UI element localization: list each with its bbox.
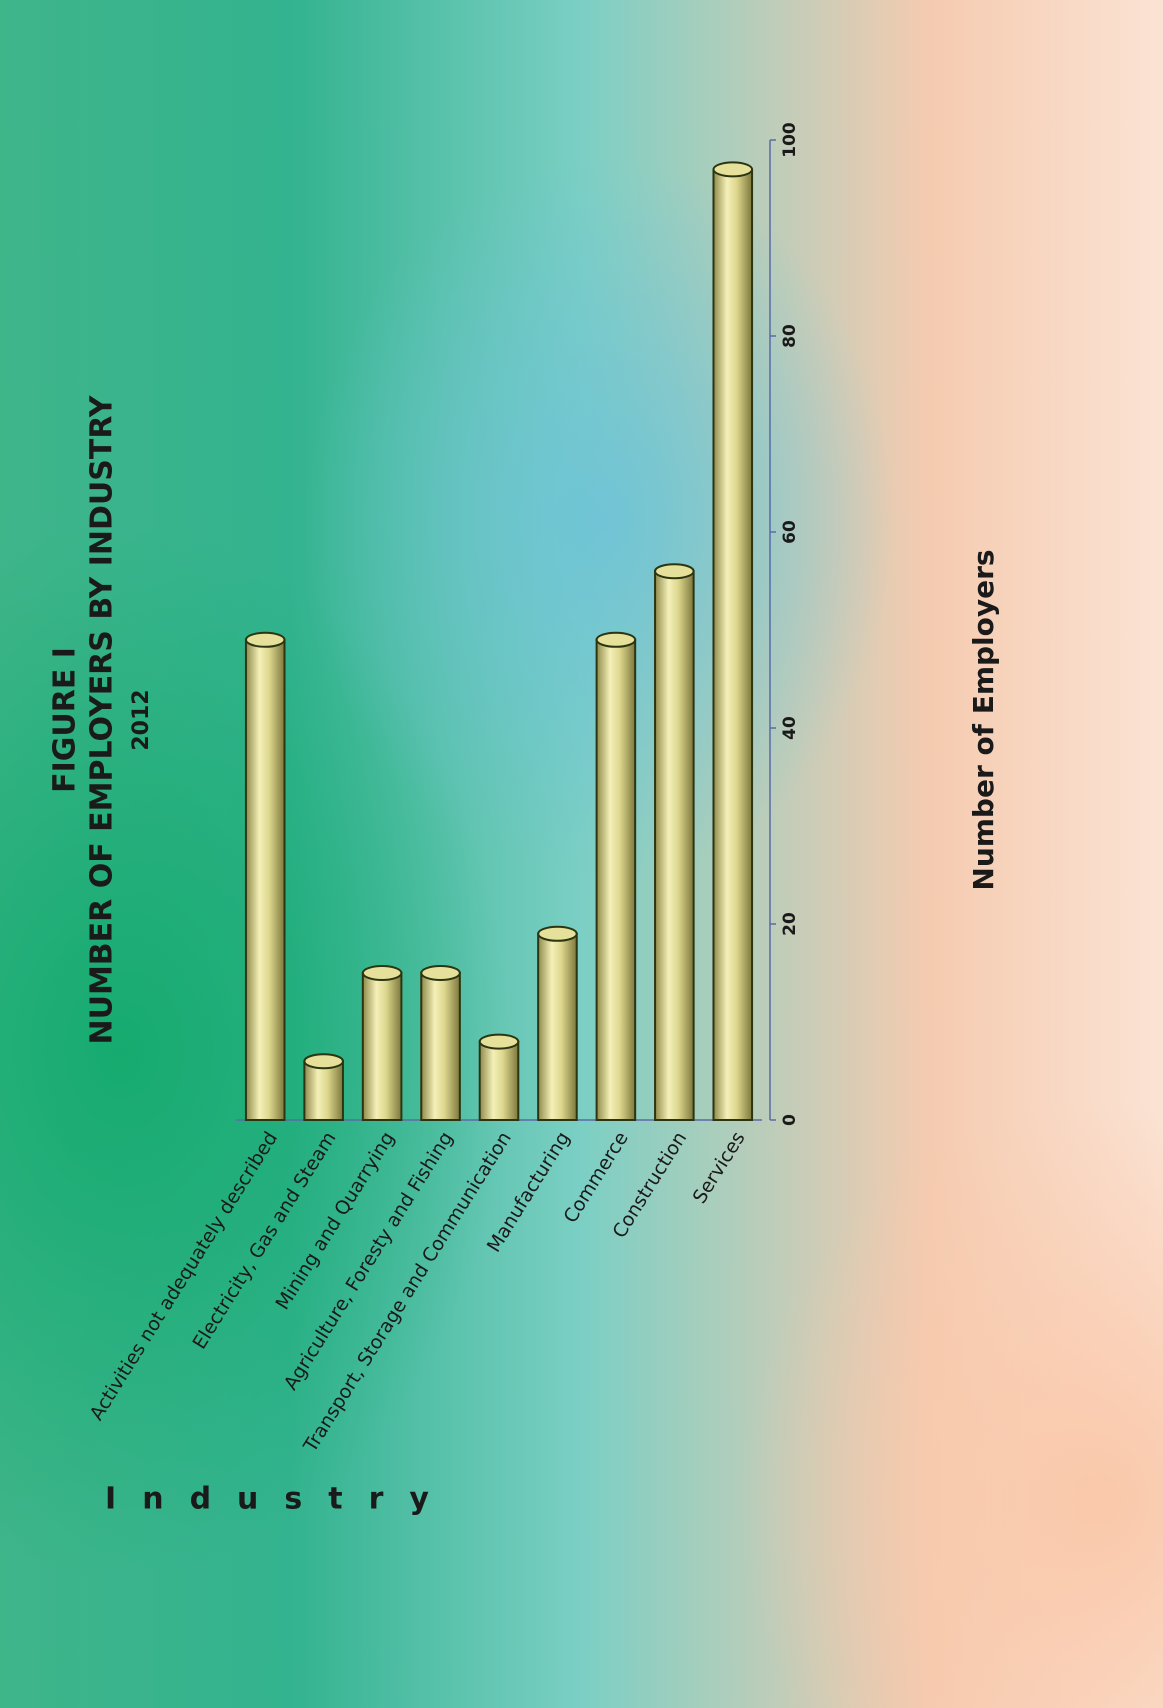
bar	[595, 631, 637, 1121]
bar-body	[244, 638, 286, 1121]
bar-cap	[420, 965, 461, 981]
y-tick-label: Services	[689, 1128, 750, 1208]
bar	[654, 563, 695, 1121]
bar-body	[537, 932, 578, 1121]
bar-cap	[244, 631, 286, 648]
x-tick-label: 0	[780, 1114, 800, 1126]
bar-cap	[303, 1053, 344, 1070]
bar-body	[595, 638, 637, 1121]
bar-body	[654, 570, 695, 1121]
bar	[712, 161, 754, 1121]
x-tick-label: 40	[780, 716, 800, 740]
bar	[420, 965, 461, 1121]
chart-subtitle: NUMBER OF EMPLOYERS BY INDUSTRY	[85, 394, 120, 1044]
bar-cap	[478, 1033, 520, 1050]
bar-cap	[537, 925, 578, 942]
bar	[244, 631, 286, 1121]
bar-cap	[654, 563, 695, 580]
x-tick-label: 60	[780, 520, 800, 544]
x-tick-label: 80	[780, 324, 800, 348]
bar	[537, 925, 578, 1121]
x-axis-title: Number of Employers	[967, 549, 1000, 890]
bar-body	[361, 972, 403, 1121]
bar-body	[420, 972, 461, 1121]
bar-cap	[595, 631, 637, 648]
x-tick-label: 100	[780, 122, 800, 158]
bar	[478, 1033, 520, 1121]
x-tick-label: 20	[780, 912, 800, 936]
bar-cap	[712, 161, 754, 178]
chart-year: 2012	[129, 689, 154, 750]
bar-body	[478, 1040, 520, 1121]
bar-body	[303, 1060, 344, 1121]
y-axis-title: Industry	[105, 1482, 455, 1517]
chart-title: FIGURE I	[48, 647, 83, 793]
bar	[303, 1053, 344, 1121]
bar	[361, 965, 403, 1121]
bar-body	[712, 168, 754, 1121]
bar-cap	[361, 965, 403, 981]
